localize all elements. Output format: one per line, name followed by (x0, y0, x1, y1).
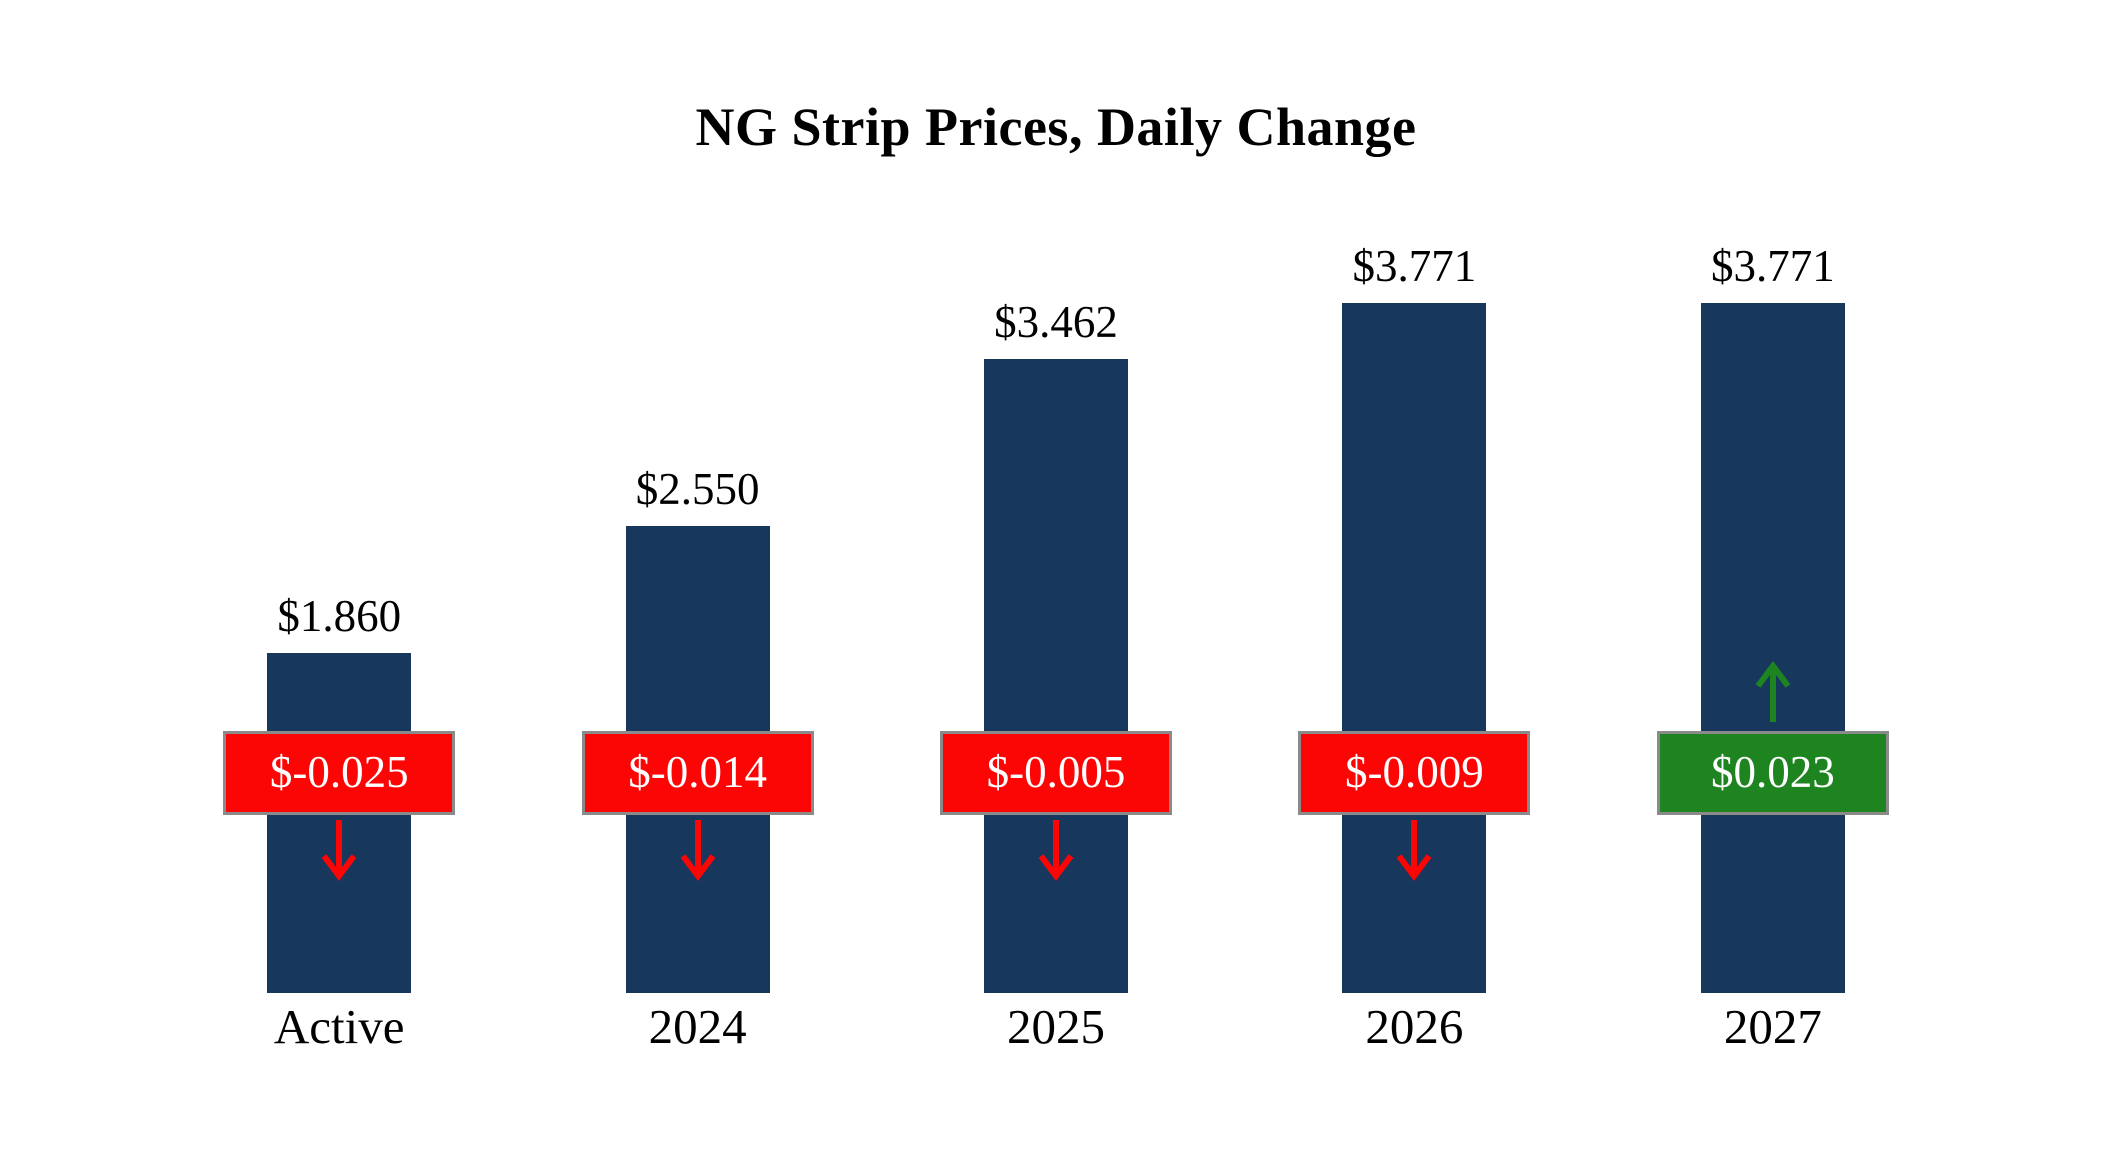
change-badge: $-0.009 (1298, 731, 1531, 815)
change-badge: $0.023 (1656, 731, 1889, 815)
category-label: 2024 (648, 999, 747, 1054)
up-arrow-icon (1750, 660, 1796, 724)
category-label: 2027 (1723, 999, 1822, 1054)
bar (1342, 303, 1487, 993)
bar-group-2025: $3.462 $-0.005 2025 (877, 0, 1235, 1053)
down-arrow-icon (316, 818, 362, 882)
bar-group-2026: $3.771 $-0.009 2026 (1235, 0, 1593, 1053)
change-badge: $-0.014 (581, 731, 814, 815)
bar-group-2027: $3.771 $0.023 2027 (1594, 0, 1952, 1053)
change-badge: $-0.025 (223, 731, 456, 815)
bar (984, 359, 1129, 993)
bar-group-2024: $2.550 $-0.014 2024 (518, 0, 876, 1053)
bar-value-label: $3.462 (994, 296, 1118, 347)
category-label: 2025 (1007, 999, 1106, 1054)
down-arrow-icon (1391, 818, 1437, 882)
category-label: 2026 (1365, 999, 1464, 1054)
plot-area: $1.860 $-0.025 Active $2.550 $-0.014 2024 $3.4… (160, 0, 1952, 1053)
bar (1700, 303, 1845, 993)
down-arrow-icon (1033, 818, 1079, 882)
bar-value-label: $3.771 (1710, 240, 1835, 291)
change-badge: $-0.005 (940, 731, 1173, 815)
bar-value-label: $3.771 (1352, 240, 1477, 291)
bar-group-active: $1.860 $-0.025 Active (160, 0, 518, 1053)
bar-value-label: $1.860 (277, 590, 402, 641)
category-label: Active (273, 999, 405, 1054)
down-arrow-icon (675, 818, 721, 882)
chart-title: NG Strip Prices, Daily Change (695, 97, 1417, 157)
bar-value-label: $2.550 (635, 463, 760, 514)
